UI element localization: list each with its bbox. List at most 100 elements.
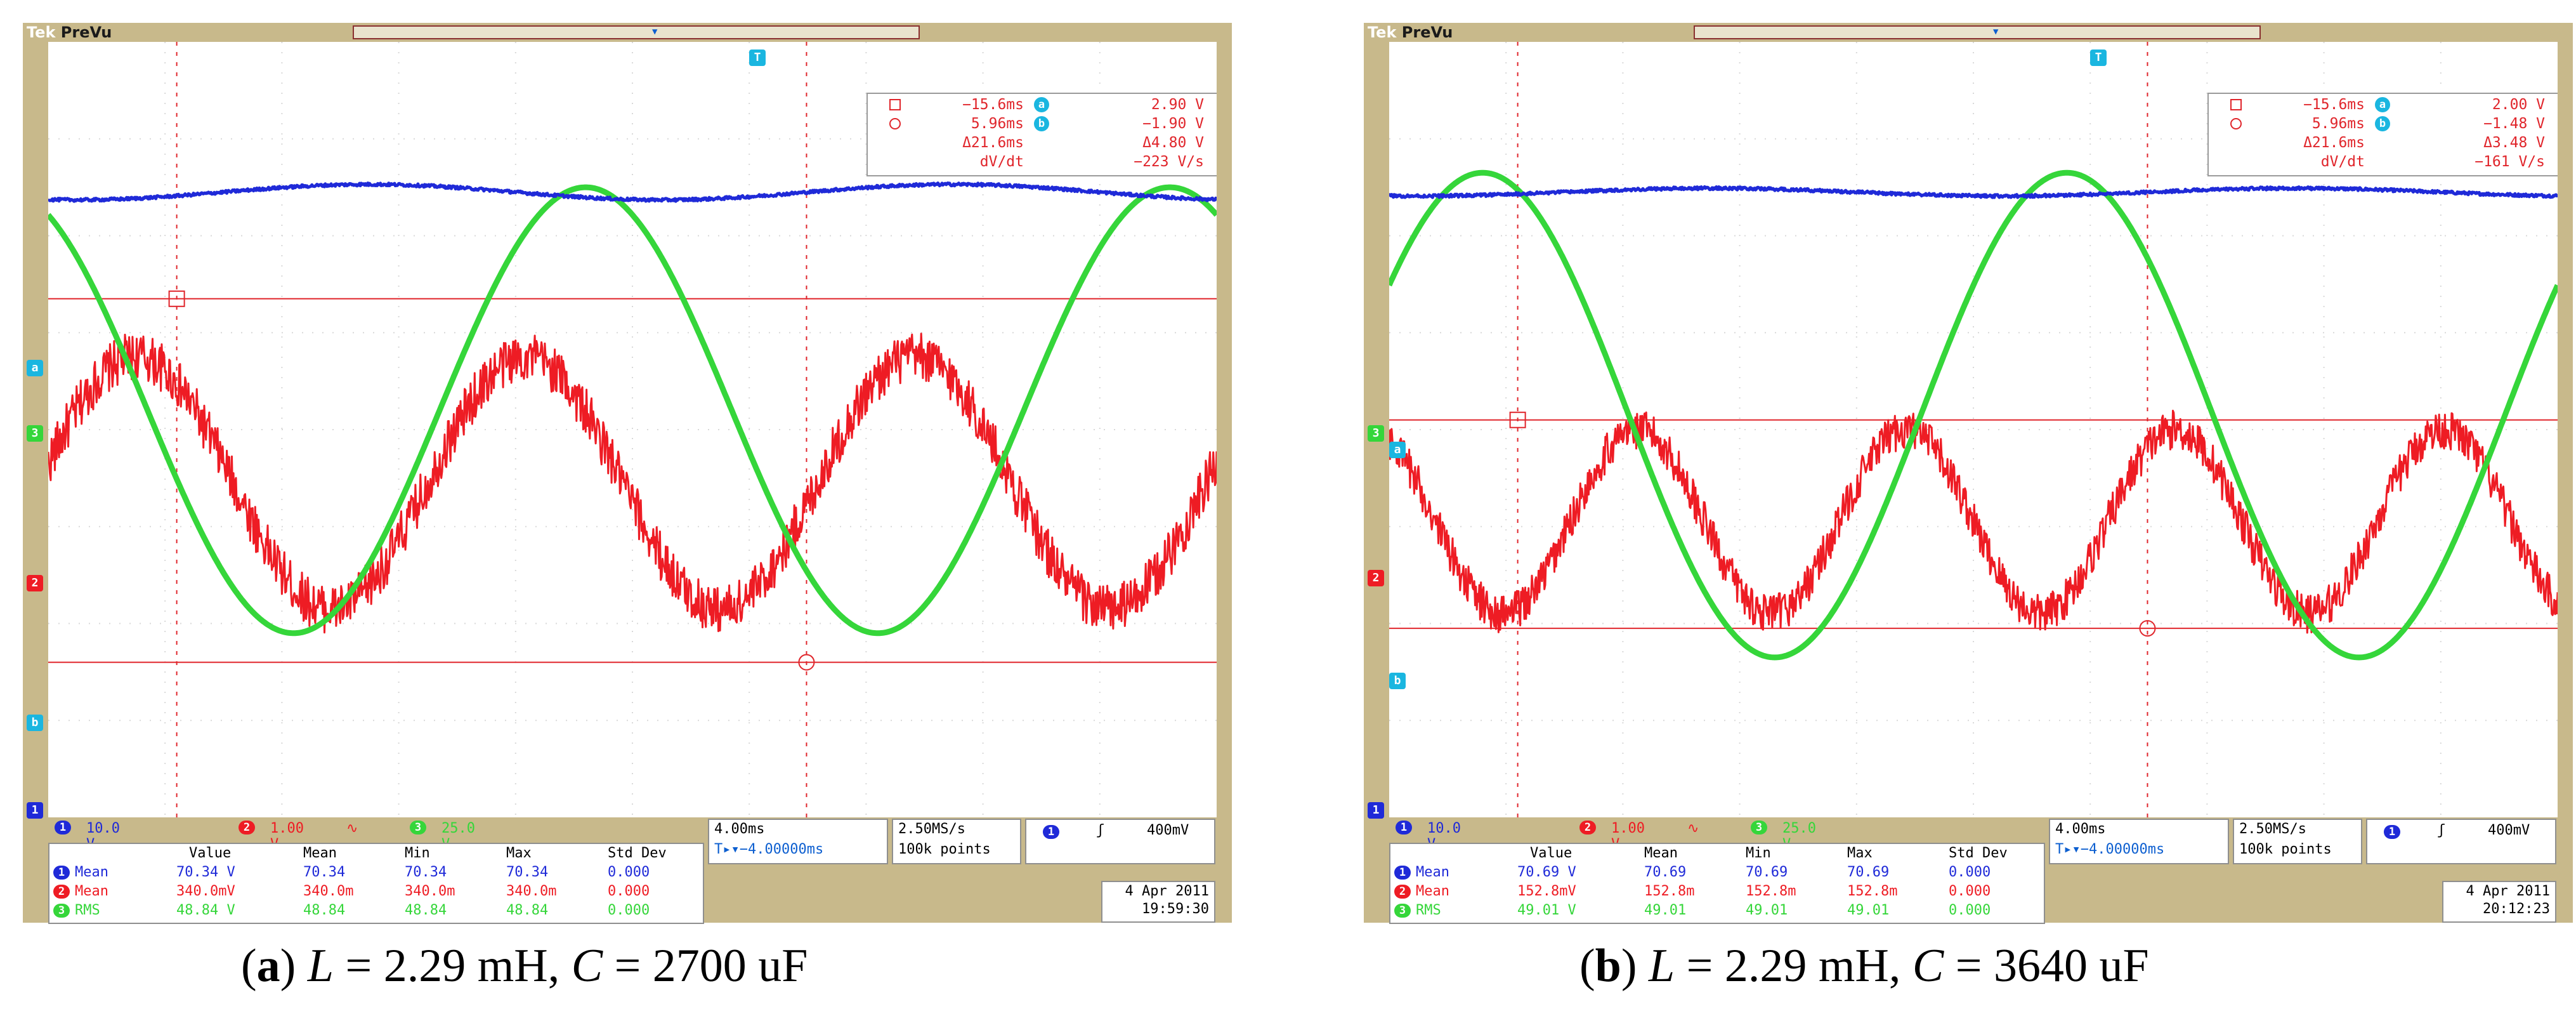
row-badge: 2: [53, 885, 70, 899]
timebase-delay: −4.00000ms: [2080, 841, 2165, 857]
ch2-ground-marker: 2: [27, 575, 43, 591]
trace-ch1: [48, 181, 1217, 203]
table-row: 1 Mean 70.69 V 70.69 70.69 70.69 0.000: [1390, 864, 2044, 883]
col-value: Value: [1530, 845, 1572, 861]
cell-mean: 70.69: [1644, 864, 1687, 880]
cell-value: 70.34 V: [176, 864, 235, 880]
trigger-level: 400mV: [1147, 822, 1189, 838]
ch2-badge[interactable]: 2: [239, 821, 255, 835]
cursor-b-circle-marker: [798, 654, 815, 671]
cell-value: 70.69 V: [1517, 864, 1576, 880]
caption-l-symbol: L: [1648, 940, 1675, 992]
ch2-scale: 1.00 V: [1611, 821, 1645, 852]
cell-mean: 48.84: [303, 902, 346, 918]
table-row: 3 RMS 49.01 V 49.01 49.01 49.01 0.000: [1390, 902, 2044, 921]
measurement-table: Value Mean Min Max Std Dev 1 Mean 70.34 …: [48, 843, 704, 924]
brand-prefix: Tek: [27, 23, 56, 41]
horizontal-panel[interactable]: 4.00ms T▸▾−4.00000ms: [2049, 819, 2229, 864]
waveform-plot: [48, 42, 1217, 817]
cursor-b-marker: b: [1389, 673, 1406, 689]
cell-value: 48.84 V: [176, 902, 235, 918]
horizontal-panel[interactable]: 4.00ms T▸▾−4.00000ms: [708, 819, 888, 864]
cursor-a-square-marker: [1509, 411, 1526, 428]
cursor-dv: Δ3.48 V: [2483, 135, 2545, 151]
waveform-screen: −15.6ms a 2.00 V 5.96ms b −1.48 V Δ21.6ms Δ3.…: [1389, 42, 2558, 817]
cell-max: 70.69: [1847, 864, 1890, 880]
cursor-va: 2.00 V: [2492, 96, 2545, 113]
trigger-position-marker: T: [749, 49, 766, 66]
record-length: 100k points: [2239, 841, 2332, 857]
cursor-t2: 5.96ms: [2311, 115, 2365, 132]
cell-max: 152.8m: [1847, 883, 1898, 899]
ch3-ground-marker: 3: [27, 425, 43, 442]
trigger-level: 400mV: [2488, 822, 2530, 838]
cursor-square-icon: [2230, 99, 2242, 110]
cursor-dvdt-label: dV/dt: [979, 154, 1024, 170]
cell-max: 48.84: [506, 902, 549, 918]
cursor-a-marker: a: [1389, 442, 1406, 458]
cursor-dt: Δ21.6ms: [2303, 135, 2365, 151]
ch1-badge[interactable]: 1: [1396, 821, 1412, 835]
timebase-scale: 4.00ms: [2055, 821, 2106, 837]
brand-prefix: Tek: [1368, 23, 1397, 41]
ch3-badge[interactable]: 3: [1751, 821, 1767, 835]
cursor-vb: −1.90 V: [1142, 115, 1204, 132]
cell-stddev: 0.000: [1949, 864, 1991, 880]
trigger-panel[interactable]: 1 ʃ 400mV: [1025, 819, 1215, 864]
cursor-square-icon: [889, 99, 901, 110]
row-name: RMS: [75, 902, 100, 918]
row-name: Mean: [75, 864, 108, 880]
cursor-circle-icon: [889, 118, 901, 129]
caption-c-value: = 3640 uF: [1944, 940, 2149, 992]
cursor-circle-icon: [2230, 118, 2242, 129]
time-label: 19:59:30: [1142, 901, 1209, 917]
col-min: Min: [1746, 845, 1771, 861]
delay-icon: T▸▾: [714, 841, 740, 857]
ch3-badge[interactable]: 3: [410, 821, 426, 835]
caption-l-symbol: L: [307, 940, 334, 992]
waveform-plot: [1389, 42, 2558, 817]
cell-stddev: 0.000: [608, 902, 650, 918]
caption-c-value: = 2700 uF: [603, 940, 808, 992]
row-badge: 3: [1394, 904, 1411, 918]
cell-mean: 152.8m: [1644, 883, 1695, 899]
date-label: 4 Apr 2011: [1125, 883, 1209, 899]
table-row: 2 Mean 340.0mV 340.0m 340.0m 340.0m 0.00…: [49, 883, 703, 902]
cell-value: 49.01 V: [1517, 902, 1576, 918]
sample-rate: 2.50MS/s: [2239, 821, 2306, 837]
ch1-badge[interactable]: 1: [55, 821, 71, 835]
cursor-readout: −15.6ms a 2.00 V 5.96ms b −1.48 V Δ21.6ms Δ3.…: [2207, 93, 2558, 176]
ch2-ground-marker: 2: [1368, 570, 1384, 586]
cell-max: 49.01: [1847, 902, 1890, 918]
caption-c-symbol: C: [571, 940, 603, 992]
cursor-readout: −15.6ms a 2.90 V 5.96ms b −1.90 V Δ21.6ms Δ4.…: [866, 93, 1217, 176]
table-row: 1 Mean 70.34 V 70.34 70.34 70.34 0.000: [49, 864, 703, 883]
brand-mode: PreVu: [1401, 23, 1453, 41]
trigger-slope-icon: ʃ: [2437, 822, 2446, 838]
scope-top-bar: Tek PreVu ▼: [23, 23, 1232, 42]
row-name: Mean: [1416, 864, 1449, 880]
cell-stddev: 0.000: [1949, 902, 1991, 918]
date-label: 4 Apr 2011: [2466, 883, 2550, 899]
cursor-dt: Δ21.6ms: [962, 135, 1024, 151]
trace-ch3: [1389, 169, 2558, 661]
row-badge: 3: [53, 904, 70, 918]
trigger-position-marker: T: [2090, 49, 2107, 66]
cell-min: 340.0m: [405, 883, 455, 899]
table-row: 3 RMS 48.84 V 48.84 48.84 48.84 0.000: [49, 902, 703, 921]
ch2-bw-icon: ∿: [346, 821, 358, 836]
trigger-panel[interactable]: 1 ʃ 400mV: [2366, 819, 2556, 864]
cell-max: 70.34: [506, 864, 549, 880]
acquisition-panel[interactable]: 2.50MS/s 100k points: [2233, 819, 2362, 864]
cell-stddev: 0.000: [1949, 883, 1991, 899]
row-badge: 1: [1394, 866, 1411, 880]
cursor-t1: −15.6ms: [962, 96, 1024, 113]
ch2-badge[interactable]: 2: [1579, 821, 1596, 835]
trace-ch2: [48, 333, 1217, 634]
cursor-a-label: a: [1034, 97, 1049, 112]
cell-stddev: 0.000: [608, 883, 650, 899]
cursor-a-label: a: [2375, 97, 2390, 112]
cursor-dvdt: −223 V/s: [1134, 154, 1204, 170]
cursor-t1: −15.6ms: [2303, 96, 2365, 113]
acquisition-panel[interactable]: 2.50MS/s 100k points: [892, 819, 1021, 864]
